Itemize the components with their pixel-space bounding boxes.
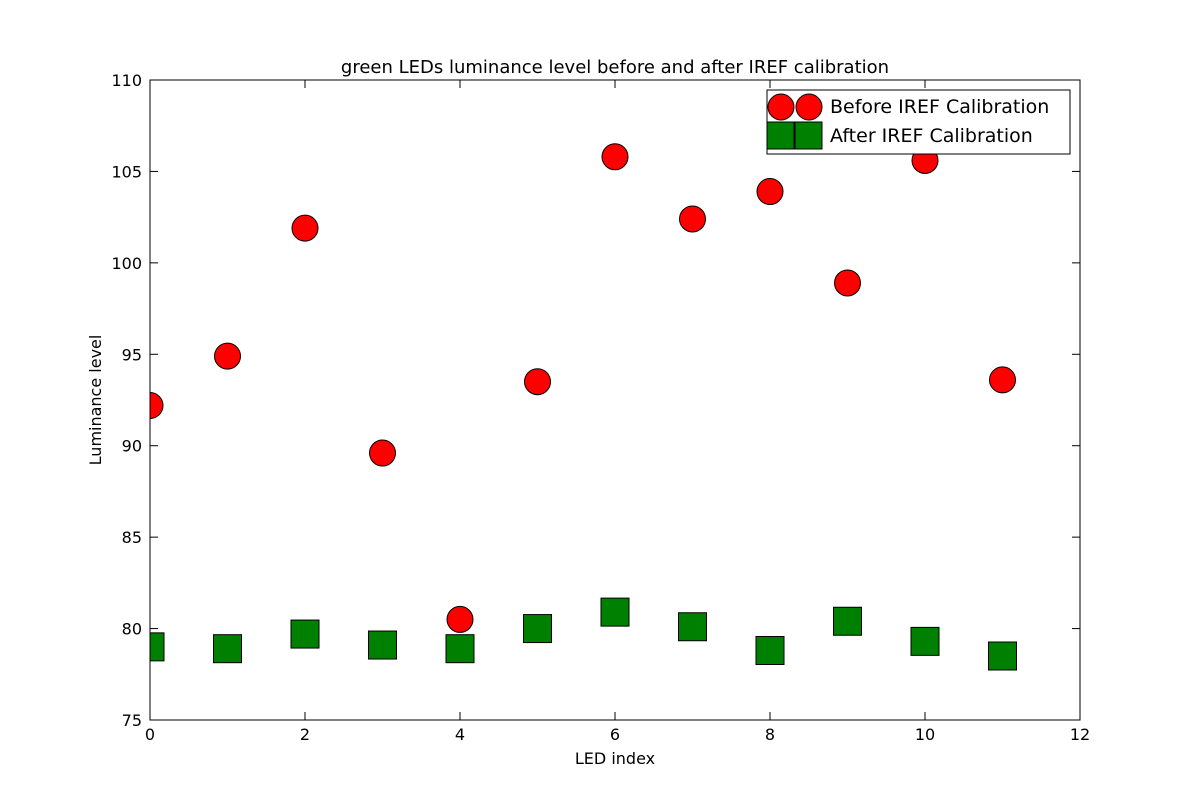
before-calibration-point — [756, 178, 784, 206]
plot-marks — [150, 143, 1017, 671]
before-calibration-point — [446, 605, 474, 633]
y-axis: 75 80 85 90 95 100 105 110 — [111, 71, 1080, 730]
y-tick-label: 105 — [111, 162, 142, 181]
x-axis-label: LED index — [575, 749, 655, 768]
after-calibration-point — [755, 636, 785, 666]
x-tick-label: 4 — [455, 725, 465, 744]
before-calibration-point — [989, 366, 1016, 394]
legend-after-marker-1 — [766, 121, 795, 150]
after-calibration-point — [445, 634, 475, 664]
after-calibration-point — [290, 619, 320, 649]
before-calibration-point — [524, 368, 551, 396]
legend-after-label: After IREF Calibration — [830, 125, 1033, 147]
before-calibration-point — [679, 205, 706, 233]
legend-before-marker-1 — [767, 93, 795, 121]
before-calibration-point — [369, 439, 396, 467]
after-calibration-point — [678, 612, 707, 642]
legend-after-marker-2 — [794, 121, 823, 150]
legend-before-label: Before IREF Calibration — [830, 96, 1049, 118]
x-tick-label: 10 — [915, 725, 935, 744]
after-calibration-point — [523, 614, 552, 644]
y-tick-label: 95 — [122, 345, 142, 364]
y-tick-label: 85 — [122, 528, 142, 547]
x-tick-label: 8 — [765, 725, 775, 744]
y-tick-label: 110 — [111, 71, 142, 90]
x-tick-label: 2 — [300, 725, 310, 744]
after-calibration-point — [988, 641, 1017, 671]
before-calibration-point — [601, 143, 629, 171]
y-tick-label: 80 — [122, 620, 142, 639]
before-calibration-point — [150, 391, 164, 419]
chart-title: green LEDs luminance level before and af… — [341, 57, 889, 78]
before-calibration-point — [834, 269, 861, 297]
before-calibration-point — [291, 214, 319, 242]
legend: Before IREF Calibration After IREF Calib… — [766, 89, 1071, 155]
y-tick-label: 100 — [111, 254, 142, 273]
after-calibration-point — [213, 634, 242, 664]
y-axis-label: Luminance level — [86, 335, 105, 466]
x-tick-label: 12 — [1070, 725, 1090, 744]
legend-before-marker-2 — [795, 93, 823, 121]
after-calibration-point — [833, 606, 862, 636]
after-calibration-point — [910, 626, 940, 656]
y-tick-label: 75 — [122, 711, 142, 730]
x-axis: 0 2 4 6 8 10 12 — [145, 80, 1090, 744]
before-calibration-point — [214, 342, 241, 370]
after-calibration-point — [368, 630, 397, 660]
after-calibration-point — [150, 632, 165, 662]
x-tick-label: 0 — [145, 725, 155, 744]
y-tick-label: 90 — [122, 437, 142, 456]
after-calibration-point — [600, 597, 630, 627]
x-tick-label: 6 — [610, 725, 620, 744]
